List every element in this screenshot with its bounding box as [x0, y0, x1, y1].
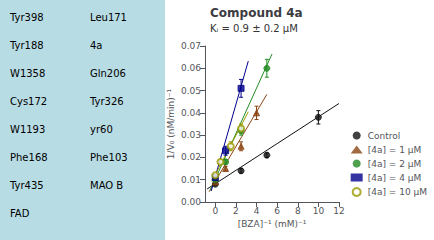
svg-text:Gln206: Gln206 — [90, 68, 126, 79]
svg-text:10: 10 — [313, 206, 325, 216]
svg-text:Tyr398: Tyr398 — [9, 12, 44, 23]
svg-text:Cys172: Cys172 — [10, 96, 47, 107]
svg-text:yr60: yr60 — [90, 124, 113, 135]
svg-text:Compound 4a: Compound 4a — [210, 6, 303, 20]
svg-text:FAD: FAD — [10, 208, 30, 219]
svg-text:Kᵢ = 0.9 ± 0.2 μM: Kᵢ = 0.9 ± 0.2 μM — [210, 23, 298, 34]
svg-text:8: 8 — [295, 206, 301, 216]
svg-text:0.04: 0.04 — [181, 108, 201, 118]
svg-text:6: 6 — [274, 206, 280, 216]
svg-text:0.00: 0.00 — [181, 197, 201, 207]
svg-text:Tyr326: Tyr326 — [89, 96, 124, 107]
svg-text:Phe168: Phe168 — [10, 152, 48, 163]
svg-text:Control: Control — [368, 131, 401, 141]
svg-text:0.01: 0.01 — [181, 175, 201, 185]
svg-text:4: 4 — [254, 206, 260, 216]
svg-text:0.07: 0.07 — [181, 41, 201, 51]
svg-text:Phe103: Phe103 — [90, 152, 128, 163]
svg-text:0.02: 0.02 — [181, 152, 201, 162]
svg-text:0.05: 0.05 — [181, 86, 201, 96]
svg-text:MAO B: MAO B — [90, 180, 123, 191]
svg-text:[BZA]⁻¹ (mM)⁻¹: [BZA]⁻¹ (mM)⁻¹ — [238, 219, 307, 229]
svg-text:0.03: 0.03 — [181, 130, 201, 140]
svg-text:W1358: W1358 — [10, 68, 45, 79]
svg-text:2: 2 — [233, 206, 239, 216]
svg-text:[4a] = 4 μM: [4a] = 4 μM — [368, 173, 422, 183]
svg-text:[4a] = 10 μM: [4a] = 10 μM — [368, 187, 427, 197]
svg-text:[4a] = 1 μM: [4a] = 1 μM — [368, 145, 422, 155]
svg-text:1/V₀ (nM/min)⁻¹: 1/V₀ (nM/min)⁻¹ — [166, 88, 176, 159]
svg-text:0.06: 0.06 — [181, 63, 201, 73]
svg-text:Leu171: Leu171 — [90, 12, 127, 23]
svg-text:Tyr435: Tyr435 — [9, 180, 44, 191]
svg-text:Tyr188: Tyr188 — [9, 40, 44, 51]
svg-text:4a: 4a — [90, 40, 103, 51]
svg-text:12: 12 — [333, 206, 344, 216]
svg-text:W1193: W1193 — [10, 124, 45, 135]
svg-text:0: 0 — [212, 206, 218, 216]
svg-text:[4a] = 2 μM: [4a] = 2 μM — [368, 159, 422, 169]
